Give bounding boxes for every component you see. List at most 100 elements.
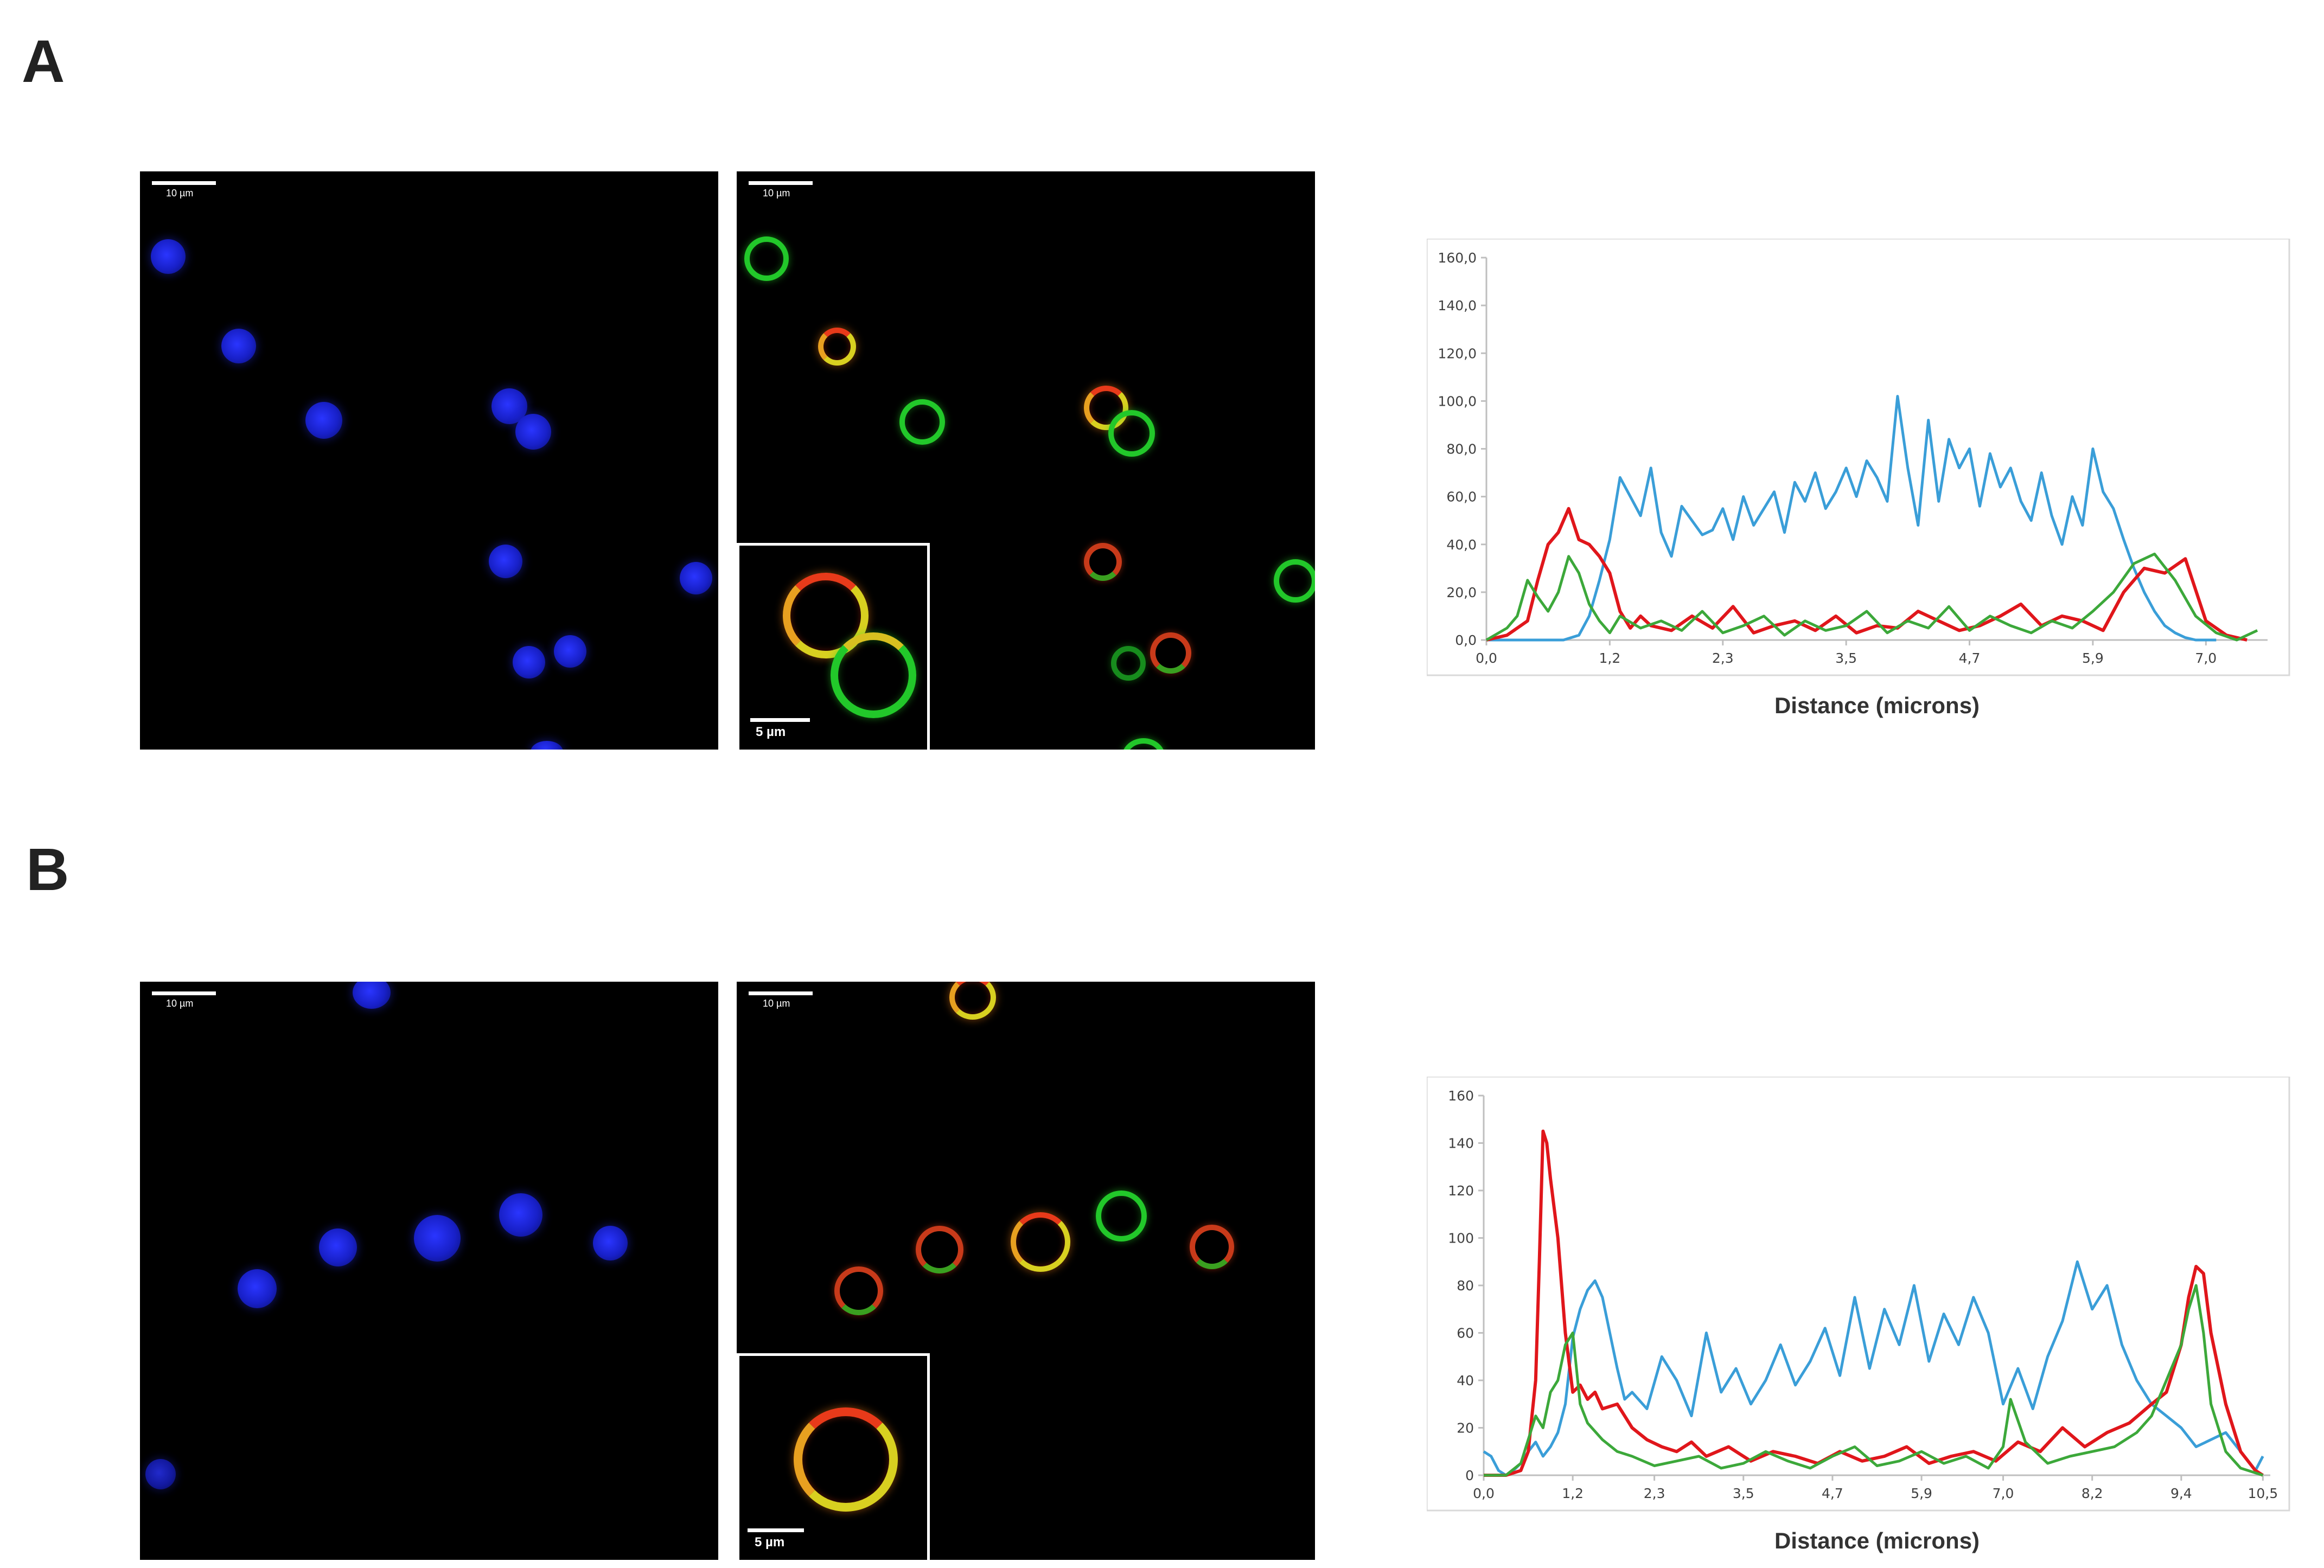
zoom-inset: 5 µm <box>737 1353 930 1560</box>
cell-membrane <box>1190 1225 1234 1269</box>
x-tick-label: 1,2 <box>1599 650 1620 666</box>
nucleus <box>151 239 186 274</box>
nucleus <box>499 1193 542 1237</box>
x-tick-label: 4,7 <box>1959 650 1981 666</box>
cell-membrane <box>831 632 916 718</box>
x-tick-label: 0,0 <box>1476 650 1497 666</box>
series-line-blue <box>1486 395 2217 642</box>
nucleus <box>221 329 256 363</box>
series-line-red <box>1486 507 2248 642</box>
scale-bar <box>748 1528 804 1532</box>
x-tick-label: 9,4 <box>2170 1486 2192 1501</box>
chart-b: 0 20 40 60 80 100 120 140 160 0,0 1,2 2,3 3,5 4,7 5,9 7… <box>1400 1076 2295 1565</box>
scale-bar <box>749 181 813 185</box>
micrograph-a-merge: 10 µm 5 µm <box>737 171 1315 750</box>
y-tick-label: 0,0 <box>1455 632 1477 648</box>
cell-membrane <box>1096 1191 1147 1241</box>
cell-membrane <box>899 399 945 445</box>
nucleus <box>515 414 551 450</box>
y-tick-label: 100 <box>1448 1231 1474 1246</box>
series-line-green <box>1485 552 2258 642</box>
scale-label: 10 µm <box>166 998 194 1009</box>
nucleus <box>305 402 342 439</box>
scale-bar <box>749 991 813 995</box>
cell-membrane <box>1274 559 1315 603</box>
x-tick-label: 7,0 <box>1993 1486 2014 1501</box>
nucleus <box>238 1269 277 1308</box>
x-tick-label: 8,2 <box>2082 1486 2103 1501</box>
y-tick-label: 100,0 <box>1438 393 1477 409</box>
cell-membrane <box>1122 738 1165 750</box>
cell-membrane <box>916 1226 963 1273</box>
cell-membrane <box>1150 632 1191 674</box>
y-tick-label: 120 <box>1448 1183 1474 1199</box>
x-tick-label: 3,5 <box>1835 650 1857 666</box>
panel-letter-b: B <box>26 836 69 903</box>
scale-label: 10 µm <box>166 188 194 199</box>
nucleus <box>319 1228 357 1266</box>
cell-membrane <box>1011 1212 1070 1272</box>
x-tick-label: 5,9 <box>2082 650 2104 666</box>
y-tick-label: 60,0 <box>1446 489 1477 505</box>
y-tick-label: 120,0 <box>1438 345 1477 361</box>
x-axis-title: Distance (microns) <box>1774 1528 1980 1553</box>
nucleus <box>531 741 563 750</box>
scale-label: 5 µm <box>756 725 786 739</box>
cell-membrane <box>744 236 789 281</box>
x-tick-label: 3,5 <box>1733 1486 1754 1501</box>
y-tick-label: 20 <box>1457 1420 1474 1436</box>
y-tick-label: 80,0 <box>1446 441 1477 457</box>
scale-label: 10 µm <box>763 998 790 1009</box>
nucleus <box>593 1226 628 1260</box>
x-tick-label: 5,9 <box>1911 1486 1932 1501</box>
y-tick-label: 0 <box>1465 1468 1474 1483</box>
intensity-profile-chart-b: 0 20 40 60 80 100 120 140 160 0,0 1,2 2,3 3,5 4,7 5,9 7… <box>1400 1076 2290 1553</box>
cell-membrane <box>818 328 856 366</box>
y-tick-label: 20,0 <box>1446 585 1477 600</box>
y-tick-label: 60 <box>1457 1326 1474 1341</box>
cell-membrane <box>949 982 996 1020</box>
micrograph-a-dapi: 10 µm <box>140 171 718 750</box>
scale-label: 5 µm <box>755 1535 785 1550</box>
scale-bar <box>152 181 216 185</box>
y-tick-label: 40 <box>1457 1373 1474 1388</box>
nucleus <box>489 545 522 578</box>
x-tick-label: 10,5 <box>2248 1486 2278 1501</box>
y-tick-label: 40,0 <box>1446 537 1477 553</box>
x-tick-label: 1,2 <box>1562 1486 1584 1501</box>
y-tick-label: 140,0 <box>1438 298 1477 313</box>
nucleus <box>513 646 545 679</box>
y-tick-label: 160,0 <box>1438 250 1477 266</box>
x-tick-label: 0,0 <box>1473 1486 1495 1501</box>
cell-membrane <box>1111 646 1146 681</box>
micrograph-b-merge: 10 µm 5 µm <box>737 982 1315 1560</box>
cell-membrane <box>834 1266 883 1315</box>
cell-membrane <box>794 1407 898 1512</box>
cell-membrane <box>1084 543 1122 581</box>
y-tick-label: 140 <box>1448 1136 1474 1151</box>
series-line-red <box>1484 1129 2264 1477</box>
chart-frame <box>1426 238 2290 676</box>
intensity-profile-chart-a: 0,0 20,0 40,0 60,0 80,0 100,0 120,0 140,0 160,0 0… <box>1402 238 2290 718</box>
y-tick-label: 160 <box>1448 1088 1474 1104</box>
scale-label: 10 µm <box>763 188 790 199</box>
zoom-inset: 5 µm <box>737 543 930 750</box>
series-line-green <box>1484 1284 2264 1477</box>
scale-bar <box>152 991 216 995</box>
x-tick-label: 2,3 <box>1644 1486 1665 1501</box>
scale-bar <box>750 718 810 722</box>
nucleus <box>414 1215 461 1262</box>
nucleus <box>145 1459 176 1489</box>
panel-letter-a: A <box>22 28 65 95</box>
x-tick-label: 4,7 <box>1822 1486 1843 1501</box>
nucleus <box>554 635 586 668</box>
cell-membrane <box>1084 386 1128 430</box>
series-line-blue <box>1483 1260 2264 1477</box>
x-tick-label: 7,0 <box>2195 650 2217 666</box>
x-tick-label: 2,3 <box>1712 650 1734 666</box>
micrograph-b-dapi: 10 µm <box>140 982 718 1560</box>
x-axis-title: Distance (microns) <box>1774 693 1980 718</box>
nucleus <box>353 982 391 1009</box>
chart-a: 0,0 20,0 40,0 60,0 80,0 100,0 120,0 140,0 160,0 0… <box>1402 238 2295 727</box>
cell-membrane <box>1108 410 1155 457</box>
